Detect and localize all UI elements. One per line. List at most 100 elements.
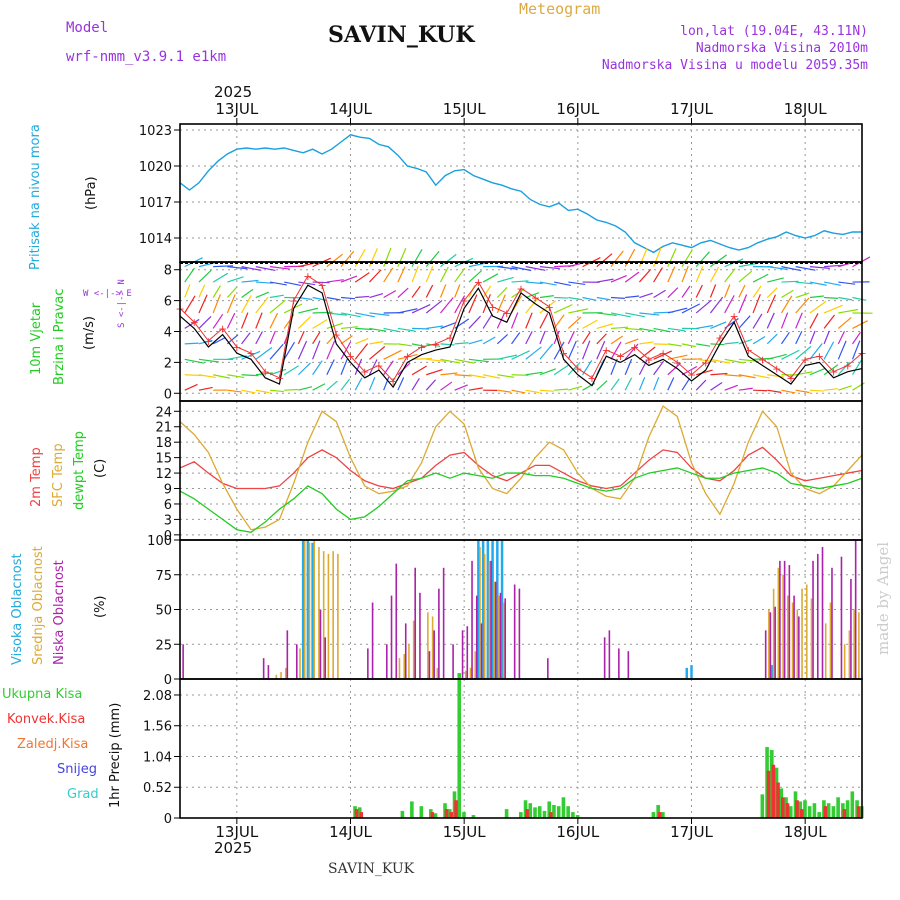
wind-barb — [241, 266, 262, 271]
precip-bar — [566, 806, 570, 818]
wind-barb — [738, 315, 751, 329]
wind-barb — [752, 273, 769, 283]
wind-barb — [354, 358, 363, 375]
wind-gust-mark: + — [531, 292, 540, 305]
wind-barb — [369, 269, 382, 283]
wind-barb — [724, 341, 739, 345]
wind-barb — [809, 367, 826, 376]
wind-barb — [368, 377, 376, 391]
wind-barb — [269, 299, 286, 314]
precip-bar — [651, 812, 656, 818]
precip-bar — [354, 809, 359, 818]
temp-line-2 — [179, 467, 863, 533]
wind-barb — [752, 374, 770, 379]
wind-barb — [625, 312, 645, 318]
wind-barb — [255, 389, 270, 394]
wind-barb — [326, 322, 344, 329]
precip-ytick-label: 1.56 — [143, 720, 172, 735]
wind-gust-mark: + — [360, 366, 369, 379]
wind-barb — [554, 296, 569, 299]
wind-barb — [795, 281, 813, 285]
wind-gust-mark: + — [317, 279, 326, 292]
wind-barb — [198, 339, 213, 345]
precip-bar — [842, 809, 847, 818]
wind-barb — [255, 296, 269, 314]
wind-gust-mark: + — [516, 282, 525, 295]
wind-barb — [696, 343, 711, 347]
precip-bar — [537, 806, 542, 818]
wind-gust-mark: + — [772, 363, 781, 376]
wind-barb — [838, 296, 853, 301]
pressure-line — [179, 134, 862, 254]
wind-barb — [837, 340, 847, 360]
wind-barb — [255, 266, 276, 272]
top-year: 2025 — [214, 83, 253, 101]
wind-barb — [425, 284, 434, 298]
wind-gust-mark: + — [587, 372, 596, 385]
wind-barb — [554, 281, 571, 287]
wind-gust-mark: + — [602, 344, 611, 357]
wind-barb — [440, 381, 453, 391]
wind-barb — [397, 248, 407, 267]
wind-barb — [226, 312, 236, 329]
wind-barb — [510, 312, 519, 329]
wind-barb — [795, 292, 810, 299]
precip-bar — [556, 806, 561, 818]
wind-barb — [838, 308, 859, 314]
precip-bar — [519, 812, 523, 818]
wind-barb — [440, 297, 454, 314]
wind-gust-mark: + — [204, 335, 213, 348]
wind-barb — [482, 336, 496, 345]
wind-barb — [610, 296, 625, 299]
wind-barb — [440, 321, 457, 329]
wind-barb — [639, 346, 656, 360]
wind-barb — [212, 313, 224, 329]
wind-barb — [213, 374, 230, 379]
wind-barb — [226, 286, 238, 298]
wind-gust-mark: + — [701, 356, 710, 369]
wind-barb — [681, 343, 696, 348]
top-day-label: 15JUL — [443, 100, 486, 118]
coords-text: lon,lat (19.04E, 43.11N) — [680, 24, 868, 39]
wind-barb — [184, 267, 195, 283]
wind-barb — [312, 331, 321, 345]
wind-barb — [568, 308, 589, 314]
wind-barb — [497, 374, 515, 378]
wind-barb — [624, 343, 639, 360]
wind-barb — [653, 343, 668, 345]
wind-barb — [610, 275, 627, 283]
wind-barb — [468, 374, 486, 379]
wind-barb — [383, 290, 397, 299]
wind-gust-mark: + — [730, 310, 739, 323]
wind-barb — [710, 343, 725, 346]
wind-barb — [412, 327, 430, 330]
precip-ytick-label: 0 — [164, 812, 172, 827]
wind-barb — [511, 374, 529, 376]
wind-barb — [539, 266, 560, 270]
wind-barb — [354, 343, 369, 360]
wind-barb — [823, 364, 839, 376]
wind-barb — [681, 249, 693, 267]
wind-barb — [496, 333, 509, 345]
wind-barb — [184, 342, 199, 345]
wind-gust-mark: + — [218, 322, 227, 335]
wind-barb — [425, 266, 434, 283]
wind-barb — [710, 358, 731, 364]
wind-barb — [269, 266, 290, 270]
wind-barb — [425, 379, 437, 391]
wind-barb — [539, 389, 554, 392]
precip-bar — [856, 806, 861, 818]
wind-barb — [369, 327, 387, 332]
cloud-ytick-label: 50 — [155, 604, 172, 619]
wind-barb — [312, 340, 321, 360]
wind-barb — [638, 376, 646, 391]
wind-gust-mark: + — [829, 366, 838, 379]
precip-bar — [419, 806, 424, 818]
wind-barb — [511, 266, 532, 272]
bottom-year: 2025 — [214, 839, 253, 857]
wind-barb — [369, 312, 390, 316]
wind-barb — [582, 319, 598, 329]
wind-barb — [241, 312, 249, 329]
model-altitude-text: Nadmorska Visina u modelu 2059.35m — [601, 58, 868, 73]
wind-barb — [497, 389, 512, 393]
